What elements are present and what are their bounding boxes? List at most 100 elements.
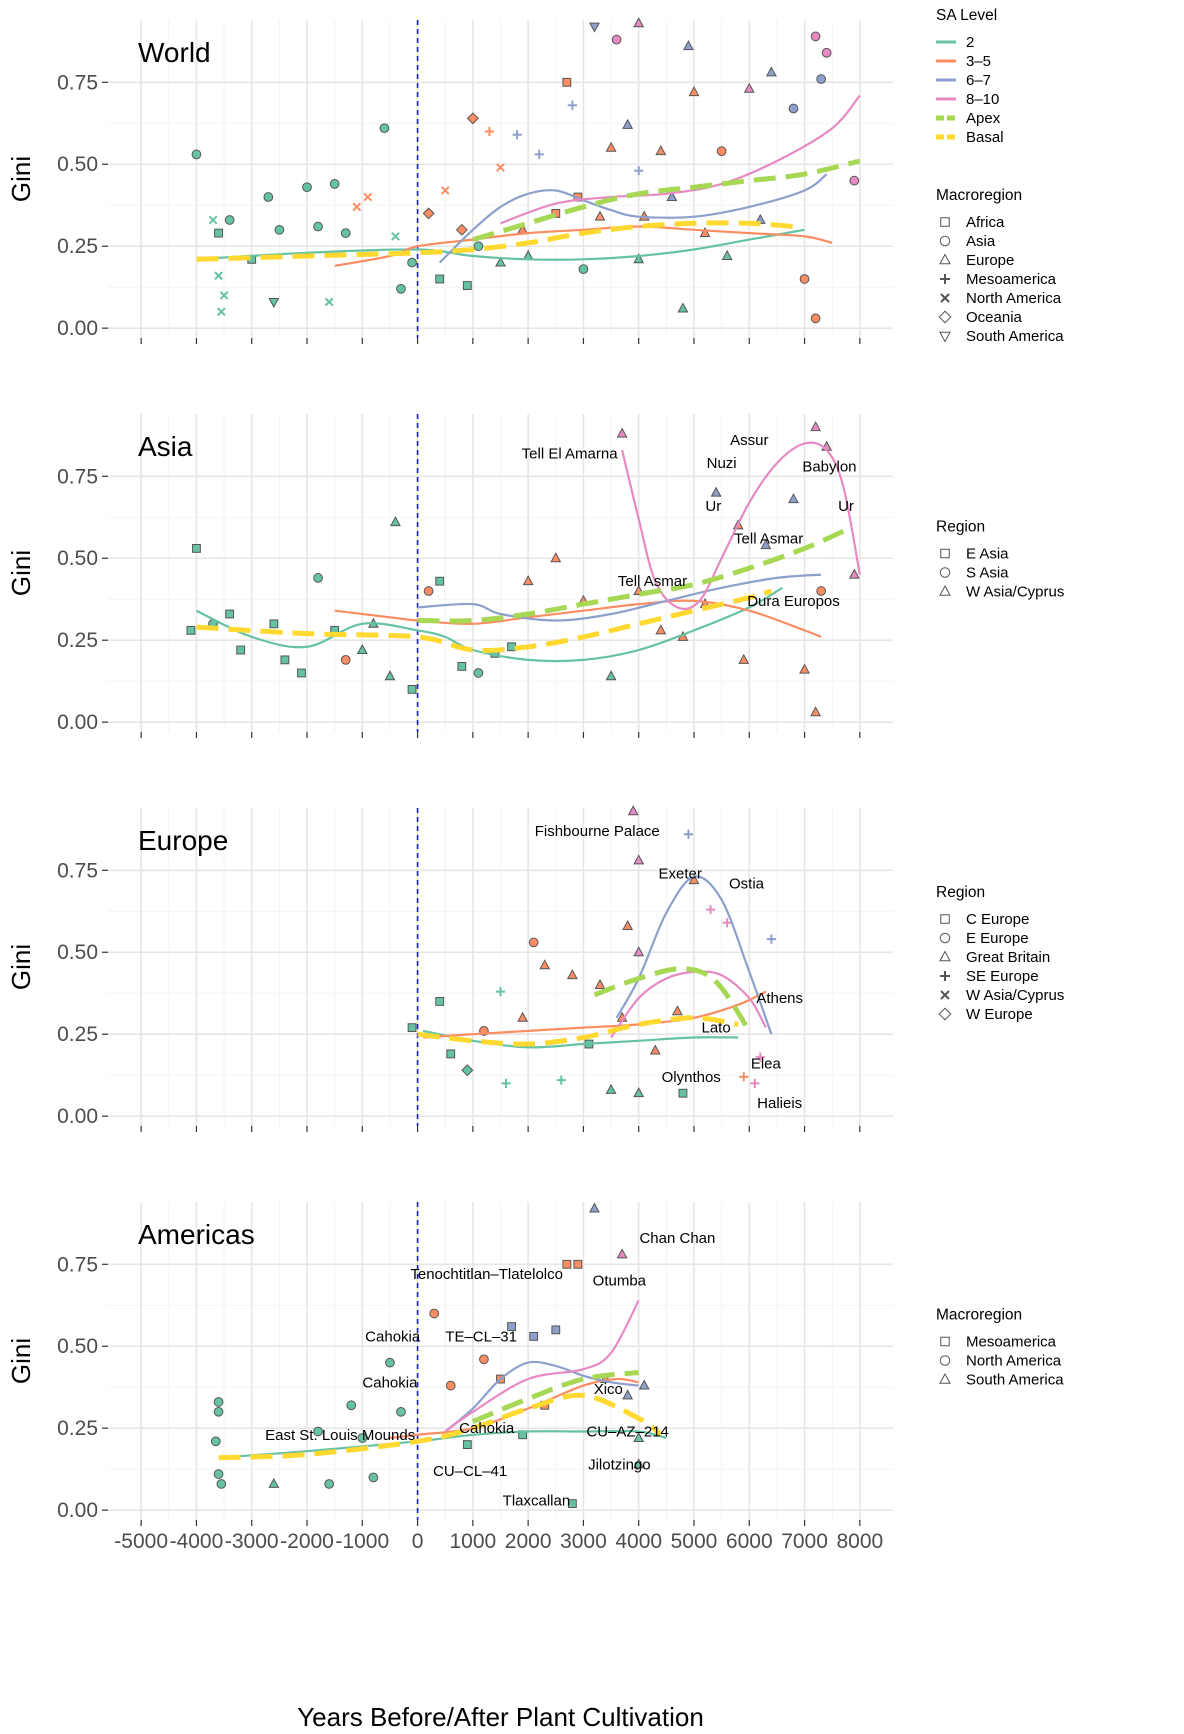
site-label: Xico [594, 1381, 623, 1398]
site-label: Jilotzingo [588, 1456, 651, 1473]
data-point [810, 421, 822, 432]
y-axis-title: Gini [6, 550, 36, 596]
trend-line-apex [472, 158, 861, 242]
data-point [755, 1052, 765, 1062]
legend-title: SA Level [936, 7, 997, 24]
legend-entry: South America [939, 328, 1064, 345]
data-point [517, 1011, 529, 1022]
data-point [501, 1078, 511, 1088]
legend-label: Asia [966, 233, 996, 250]
data-point [683, 40, 694, 51]
data-point [622, 919, 634, 930]
panel-americas: 0.00 0.25 0.50 0.75 -5000 -4000 -3000 -2000 -100… [6, 1202, 893, 1553]
trend-line-3-5 [334, 599, 822, 638]
y-tick-label: 0.50 [57, 1335, 98, 1358]
legend-key [940, 1336, 950, 1347]
data-point [539, 959, 551, 970]
site-annotations: Tell El Amarna Assur Nuzi Babylon Ur Ur Tell A… [522, 432, 857, 610]
legend-label: Mesoamerica [966, 1334, 1057, 1351]
y-tick-label: 0.75 [57, 71, 98, 94]
data-point [799, 274, 810, 284]
data-point [589, 1202, 600, 1213]
site-label: Ur [838, 498, 854, 515]
data-point [605, 1083, 617, 1094]
trend-line-8-10 [500, 94, 861, 225]
data-point [589, 22, 600, 33]
legend-key [939, 584, 951, 596]
data-point [671, 1005, 683, 1016]
y-tick-label: 0.50 [57, 941, 98, 964]
data-point [435, 274, 445, 284]
legend-label: W Asia/Cyprus [966, 987, 1064, 1004]
site-annotations: Chan Chan Tenochtitlan–Tlatelolco Otumba Ca… [265, 1230, 715, 1509]
data-point [479, 1354, 489, 1365]
data-point [396, 1406, 406, 1417]
data-point [699, 226, 711, 238]
data-point [633, 946, 645, 957]
data-point [633, 253, 645, 264]
site-label: Fishbourne Palace [535, 823, 660, 840]
data-point [633, 1431, 645, 1442]
data-point [616, 1248, 628, 1259]
data-point [268, 1477, 280, 1488]
data-point [466, 112, 479, 125]
legend-entry: Asia [939, 233, 996, 250]
x-tick-label: 7000 [781, 1530, 828, 1553]
data-point [186, 625, 196, 635]
site-annotations: Fishbourne Palace Exeter Ostia Athens Lato El… [535, 823, 803, 1112]
legend-entry: W Europe [938, 1006, 1033, 1023]
data-point [396, 283, 406, 294]
data-point [528, 937, 539, 948]
y-tick-label: 0.50 [57, 153, 98, 176]
legend-label: W Asia/Cyprus [966, 584, 1064, 601]
site-label: Elea [751, 1056, 782, 1073]
x-tick-label: -3000 [225, 1530, 279, 1553]
data-point [435, 576, 445, 586]
legend-entry: Oceania [938, 309, 1023, 326]
data-point [208, 215, 218, 225]
data-point [192, 544, 201, 553]
y-tick-label: 0.00 [57, 711, 98, 734]
data-point [594, 978, 606, 989]
data-point [224, 215, 235, 225]
data-point [522, 575, 534, 586]
trend-line-apex [471, 1370, 639, 1424]
site-label: TE–CL–31 [445, 1328, 517, 1345]
trend-line-8-10 [621, 441, 861, 611]
x-tick-label: 3000 [560, 1530, 607, 1553]
data-point [236, 645, 246, 655]
x-tick-label: 1000 [449, 1530, 496, 1553]
trend-lines [196, 441, 861, 663]
data-point [214, 228, 223, 238]
trend-line-8-10 [444, 1299, 640, 1433]
trend-line-3-5 [423, 990, 767, 1039]
data-point [849, 175, 860, 186]
trend-line-apex [417, 526, 850, 624]
data-point [313, 573, 323, 583]
legend-label: North America [966, 290, 1062, 307]
data-point [302, 182, 312, 193]
data-point [263, 192, 274, 202]
site-label: Cahokia [459, 1420, 515, 1437]
data-point [385, 1357, 395, 1368]
data-point [455, 223, 468, 236]
y-tick-label: 0.75 [57, 859, 98, 882]
legend-label: C Europe [966, 911, 1029, 928]
legend-label: North America [966, 1353, 1062, 1370]
data-point [473, 241, 484, 252]
legend-label: SE Europe [966, 968, 1039, 985]
data-point [340, 655, 351, 665]
x-tick-label: 5000 [671, 1530, 718, 1553]
legend-label: 6–7 [966, 72, 991, 89]
legend-key [939, 1355, 951, 1366]
y-axis-title: Gini [6, 1338, 36, 1384]
legend-entry: Basal [936, 129, 1004, 146]
panel-world: 0.00 0.25 0.50 0.75 Gini World [6, 17, 893, 344]
legend-title: Macroregion [936, 1307, 1022, 1324]
trend-line-3-5 [389, 1377, 639, 1440]
data-point [213, 1469, 224, 1479]
data-point [760, 539, 772, 550]
legend-key [940, 548, 950, 559]
site-label: Chan Chan [639, 1230, 715, 1247]
legend-entry: S Asia [939, 565, 1009, 582]
